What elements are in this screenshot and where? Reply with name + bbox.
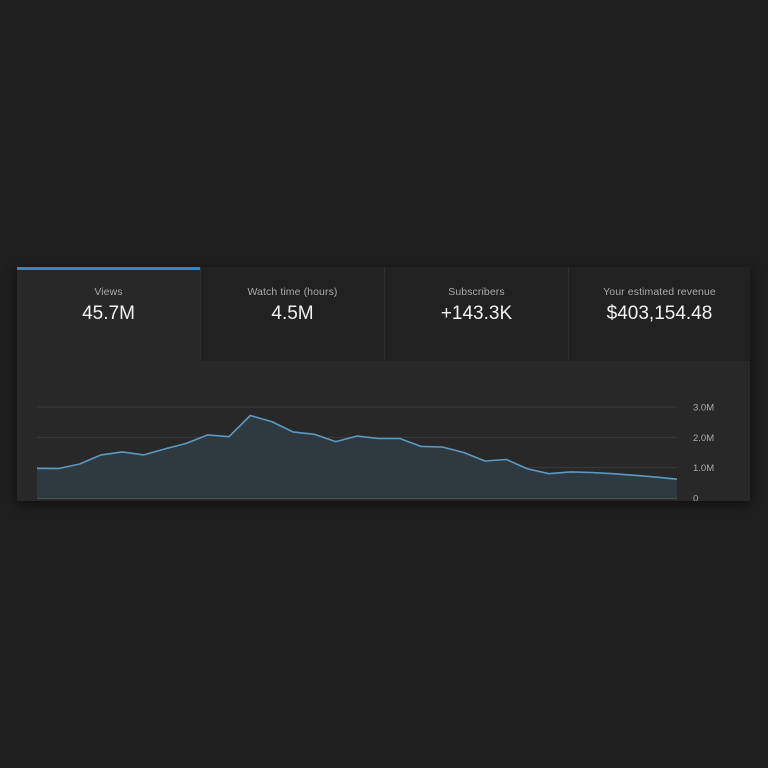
y-tick-label: 3.0M xyxy=(693,403,714,414)
tab-value: 4.5M xyxy=(271,303,314,324)
views-chart: 3.0M 2.0M 1.0M 0 xyxy=(36,403,714,502)
chart-series-line xyxy=(36,414,678,480)
metric-tabs: Views 45.7M Watch time (hours) 4.5M Subs… xyxy=(17,267,750,361)
tab-value: 45.7M xyxy=(82,303,135,324)
tab-subscribers[interactable]: Subscribers +143.3K xyxy=(385,267,569,361)
tab-value: +143.3K xyxy=(440,303,513,324)
tab-watch-time[interactable]: Watch time (hours) 4.5M xyxy=(201,267,385,361)
y-tick-label: 2.0M xyxy=(693,433,714,444)
y-tick-label: 1.0M xyxy=(693,463,714,474)
tab-estimated-revenue[interactable]: Your estimated revenue $403,154.48 xyxy=(569,267,750,361)
analytics-card: Views 45.7M Watch time (hours) 4.5M Subs… xyxy=(17,267,750,501)
chart-area-fill xyxy=(37,415,677,498)
tab-label: Your estimated revenue xyxy=(603,286,716,298)
tab-views[interactable]: Views 45.7M xyxy=(17,267,201,361)
tab-label: Subscribers xyxy=(448,286,505,298)
tab-label: Watch time (hours) xyxy=(247,286,338,298)
tab-label: Views xyxy=(94,286,123,298)
y-tick-label: 0 xyxy=(693,494,698,502)
tab-value: $403,154.48 xyxy=(606,303,713,324)
chart-y-axis: 3.0M 2.0M 1.0M 0 xyxy=(693,403,714,502)
